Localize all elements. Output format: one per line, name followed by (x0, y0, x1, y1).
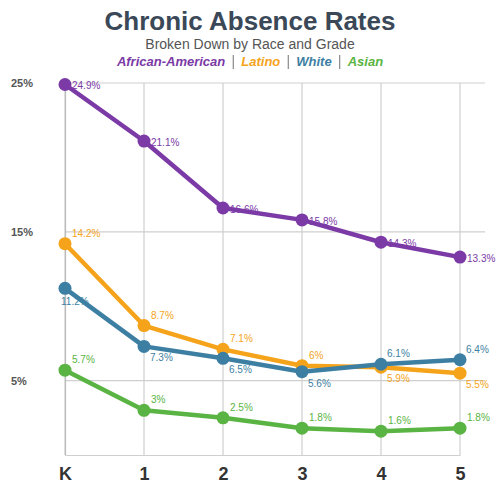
grid-line-x (301, 83, 302, 455)
series-point (138, 404, 151, 417)
grid-line-x (64, 83, 65, 455)
series-point (296, 213, 309, 226)
series-point (59, 237, 72, 250)
x-axis-line (66, 455, 461, 456)
y-tick: 25% (11, 77, 65, 89)
legend-separator (339, 55, 340, 69)
data-label: 6.4% (466, 344, 489, 355)
series-line (65, 370, 460, 431)
series-point (375, 236, 388, 249)
x-tick: 2 (218, 455, 228, 484)
y-tick-label: 25% (11, 77, 33, 89)
legend-text: African-American Latino White Asian (116, 54, 383, 69)
series-point (454, 367, 467, 380)
legend-separator (233, 55, 234, 69)
series-point (454, 353, 467, 366)
grid (65, 83, 485, 455)
series-point (138, 340, 151, 353)
x-axis: K 1 2 3 4 5 (59, 455, 466, 484)
x-tick: 4 (376, 455, 386, 484)
grid-line-y (65, 82, 485, 83)
series-point (59, 78, 72, 91)
legend-entry: Latino (241, 54, 280, 69)
series-point (454, 251, 467, 264)
data-label: 1.6% (388, 415, 411, 426)
grid-line-x (380, 83, 381, 455)
y-tick: 5% (11, 375, 65, 387)
series-line (65, 84, 460, 257)
data-label: 7.3% (150, 352, 173, 363)
series-point (375, 358, 388, 371)
data-label: 15.8% (309, 216, 337, 227)
legend-entry: Asian (347, 54, 383, 69)
grid-line-x (459, 83, 460, 455)
data-label: 13.3% (467, 253, 495, 264)
series-point (375, 425, 388, 438)
data-label: 7.1% (230, 333, 253, 344)
series-point (217, 411, 230, 424)
data-labels: 24.9% 21.1% 16.6% 15.8% 14.3% 13.3% 14.2% 8.7% 7… (61, 80, 495, 426)
x-tick: 5 (455, 455, 465, 484)
legend-entry: African-American (116, 54, 225, 69)
series-line (65, 244, 460, 373)
y-tick-label: 5% (11, 375, 27, 387)
x-tick-label: 1 (139, 464, 149, 484)
y-axis-line (65, 84, 66, 456)
data-label: 2.5% (230, 402, 253, 413)
legend-entry: White (296, 54, 331, 69)
chart: Chronic Absence RatesBroken Down by Race… (0, 0, 500, 500)
series-point (296, 365, 309, 378)
x-tick: K (59, 455, 72, 484)
data-label: 24.9% (72, 80, 100, 91)
series-point (138, 319, 151, 332)
y-tick: 15% (11, 226, 65, 238)
y-tick-label: 15% (11, 226, 33, 238)
subtitle: Broken Down by Race and Grade (145, 36, 355, 52)
series-point (138, 135, 151, 148)
y-axis: 5% 15% 25% (11, 77, 66, 455)
x-tick-label: 2 (218, 464, 228, 484)
x-tick-label: K (59, 464, 72, 484)
data-label: 6.1% (387, 348, 410, 359)
data-label: 8.7% (151, 310, 174, 321)
legend: African-American Latino White Asian (116, 54, 383, 69)
legend-separator (288, 55, 289, 69)
series-point (217, 352, 230, 365)
series-point (217, 201, 230, 214)
data-label: 11.2% (61, 296, 89, 307)
x-tick-label: 3 (297, 464, 307, 484)
data-label: 1.8% (467, 412, 490, 423)
series-point (59, 282, 72, 295)
data-label: 21.1% (151, 137, 179, 148)
grid-line-y (65, 380, 485, 381)
data-label: 6% (309, 350, 324, 361)
x-tick: 3 (297, 455, 307, 484)
data-label: 5.7% (72, 354, 95, 365)
data-label: 6.5% (229, 364, 252, 375)
data-label: 5.6% (308, 378, 331, 389)
x-tick: 1 (139, 455, 149, 484)
data-label: 5.5% (466, 379, 489, 390)
title: Chronic Absence Rates (105, 6, 396, 36)
grid-line-y (65, 231, 485, 232)
grid-line-x (222, 83, 223, 455)
series-line (65, 288, 460, 371)
data-label: 14.2% (72, 228, 100, 239)
plot-area (59, 78, 467, 438)
data-label: 16.6% (230, 204, 258, 215)
series-point (296, 422, 309, 435)
data-label: 1.8% (309, 412, 332, 423)
series-point (454, 422, 467, 435)
series-point (59, 364, 72, 377)
x-tick-label: 5 (455, 464, 465, 484)
data-label: 14.3% (388, 238, 416, 249)
x-tick-label: 4 (376, 464, 386, 484)
data-label: 3% (151, 394, 166, 405)
data-label: 5.9% (387, 373, 410, 384)
